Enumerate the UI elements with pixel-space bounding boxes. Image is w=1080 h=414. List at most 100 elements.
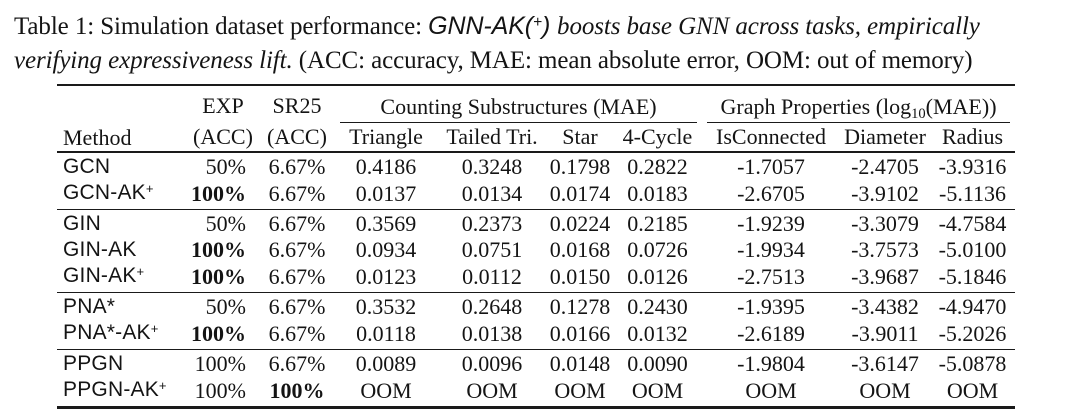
metric-value: 0.0183 bbox=[627, 181, 688, 206]
metric-value: 0.4186 bbox=[355, 154, 417, 179]
sr25-acc-value: 6.67% bbox=[268, 294, 326, 319]
metric-value: 0.0118 bbox=[356, 321, 416, 346]
col-header-exp: EXP bbox=[202, 93, 244, 118]
metric-value: -5.1136 bbox=[939, 181, 1007, 206]
metric-value: OOM bbox=[554, 378, 606, 403]
caption-italic-line2: verifying expressiveness lift. bbox=[14, 47, 293, 74]
metric-value: -2.4705 bbox=[851, 154, 919, 179]
sr25-acc-value: 6.67% bbox=[268, 211, 326, 236]
metric-value: 0.0174 bbox=[549, 181, 611, 206]
col-header-sr25: SR25 bbox=[272, 93, 322, 118]
metric-value: 0.2185 bbox=[627, 211, 688, 236]
metric-value: 0.1798 bbox=[549, 154, 611, 179]
table-caption: Table 1: Simulation dataset performance:… bbox=[14, 11, 1074, 76]
method-name: PPGN-AK bbox=[63, 378, 159, 401]
metric-value: 0.0168 bbox=[549, 237, 611, 262]
table-row: GIN-AK+ 100% 6.67% 0.0123 0.0112 0.0150 0.0126… bbox=[57, 263, 1015, 293]
metric-value: -2.6189 bbox=[737, 321, 805, 346]
metric-value: -1.9239 bbox=[737, 211, 805, 236]
sr25-acc-value: 6.67% bbox=[268, 321, 326, 346]
metric-value: 0.0123 bbox=[355, 264, 417, 289]
metric-value: -5.0100 bbox=[938, 237, 1007, 262]
col-header-exp-acc: (ACC) bbox=[193, 124, 253, 149]
method-name-cell: GCN-AK+ bbox=[57, 180, 187, 210]
metric-value: 0.2373 bbox=[461, 211, 523, 236]
metric-value: 0.0166 bbox=[549, 321, 611, 346]
metric-value: OOM bbox=[631, 378, 684, 403]
metric-value: 0.0112 bbox=[462, 264, 522, 289]
method-superscript: + bbox=[145, 181, 154, 197]
counting-group-label: Counting Substructures (MAE) bbox=[340, 94, 698, 123]
method-name-cell: PNA*-AK+ bbox=[57, 320, 187, 350]
method-name-cell: GIN-AK bbox=[57, 237, 187, 263]
caption-italic-line1: boosts base GNN across tasks, empiricall… bbox=[557, 13, 980, 40]
metric-value: -2.6705 bbox=[737, 181, 805, 206]
table-row: GIN-AK 100% 6.67% 0.0934 0.0751 0.0168 0.0726 -… bbox=[57, 237, 1015, 263]
metric-value: 0.0126 bbox=[627, 264, 688, 289]
metric-value: OOM bbox=[745, 378, 797, 403]
caption-method-superscript: + bbox=[533, 14, 542, 32]
metric-value: 0.1278 bbox=[549, 294, 611, 319]
method-name: GCN bbox=[63, 155, 111, 178]
sr25-acc-value: 6.67% bbox=[268, 237, 326, 262]
metric-value: 0.0751 bbox=[461, 237, 523, 262]
metric-value: 0.0150 bbox=[549, 264, 611, 289]
method-name: PNA*-AK bbox=[63, 321, 151, 344]
table-row: GCN-AK+ 100% 6.67% 0.0137 0.0134 0.0174 0.0183… bbox=[57, 180, 1015, 210]
exp-acc-value: 50% bbox=[205, 294, 246, 319]
caption-normal-end: (ACC: accuracy, MAE: mean absolute error… bbox=[292, 47, 973, 74]
method-name: GIN-AK bbox=[63, 264, 137, 287]
caption-normal-start: Table 1: Simulation dataset performance: bbox=[14, 13, 429, 40]
method-superscript: + bbox=[150, 321, 159, 337]
metric-value: 0.0934 bbox=[355, 237, 417, 262]
metric-value: 0.0096 bbox=[461, 351, 523, 376]
metric-value: 0.0090 bbox=[627, 351, 688, 376]
method-superscript: + bbox=[158, 378, 167, 394]
metric-value: 0.2430 bbox=[627, 294, 688, 319]
method-group: GCN 50% 6.67% 0.4186 0.3248 0.1798 0.2822 -1.70… bbox=[57, 152, 1015, 210]
metric-value: OOM bbox=[360, 378, 412, 403]
sr25-acc-value: 6.67% bbox=[268, 181, 326, 206]
method-superscript: + bbox=[136, 264, 145, 280]
col-header-method: Method bbox=[63, 125, 132, 150]
metric-value: 0.0726 bbox=[627, 237, 688, 262]
sr25-acc-value: 100% bbox=[269, 378, 325, 403]
method-name-cell: GIN-AK+ bbox=[57, 263, 187, 293]
exp-acc-value: 100% bbox=[194, 351, 246, 376]
metric-value: -1.9804 bbox=[737, 351, 805, 376]
metric-value: 0.0089 bbox=[355, 351, 417, 376]
exp-acc-value: 100% bbox=[191, 321, 246, 346]
metric-value: OOM bbox=[859, 378, 911, 403]
graph-group-label: Graph Properties (log10(MAE)) bbox=[707, 94, 1011, 123]
metric-value: -1.9934 bbox=[737, 237, 805, 262]
metric-value: 0.2822 bbox=[627, 154, 688, 179]
metric-value: -3.9102 bbox=[851, 181, 919, 206]
method-name: GIN bbox=[63, 212, 101, 235]
group-header-counting-substructures: Counting Substructures (MAE) bbox=[335, 85, 702, 123]
metric-value: 0.3569 bbox=[355, 211, 417, 236]
metric-value: OOM bbox=[466, 378, 518, 403]
col-header-sr25-acc: (ACC) bbox=[267, 124, 327, 149]
method-name: PNA* bbox=[63, 295, 116, 318]
results-table: Method EXP SR25 Counting Substructures (… bbox=[57, 84, 1016, 409]
metric-value: -2.7513 bbox=[737, 264, 805, 289]
caption-method-close: ) bbox=[541, 12, 558, 40]
metric-value: 0.0137 bbox=[355, 181, 417, 206]
header-row-bottom: (ACC) (ACC) Triangle Tailed Tri. Star 4-… bbox=[57, 123, 1015, 152]
sr25-acc-value: 6.67% bbox=[268, 154, 326, 179]
col-header-star: Star bbox=[562, 124, 598, 149]
col-header-tailed-tri: Tailed Tri. bbox=[446, 124, 538, 149]
caption-method-name: GNN-AK(+) bbox=[428, 12, 557, 40]
method-group: PPGN 100% 6.67% 0.0089 0.0096 0.0148 0.0090 -1.… bbox=[57, 349, 1016, 408]
col-header-radius: Radius bbox=[941, 124, 1004, 149]
graph-group-prefix: Graph Properties (log bbox=[720, 94, 912, 119]
group-header-graph-properties: Graph Properties (log10(MAE)) bbox=[702, 85, 1015, 123]
table-row: PPGN-AK+ 100% 100% OOM OOM OOM OOM OOM OOM OOM bbox=[57, 377, 1015, 408]
metric-value: -5.1846 bbox=[938, 264, 1007, 289]
graph-group-subscript: 10 bbox=[911, 106, 926, 123]
exp-acc-value: 100% bbox=[191, 181, 246, 206]
method-name-cell: GCN bbox=[57, 152, 187, 180]
method-name: PPGN bbox=[63, 352, 124, 375]
metric-value: 0.2648 bbox=[461, 294, 523, 319]
